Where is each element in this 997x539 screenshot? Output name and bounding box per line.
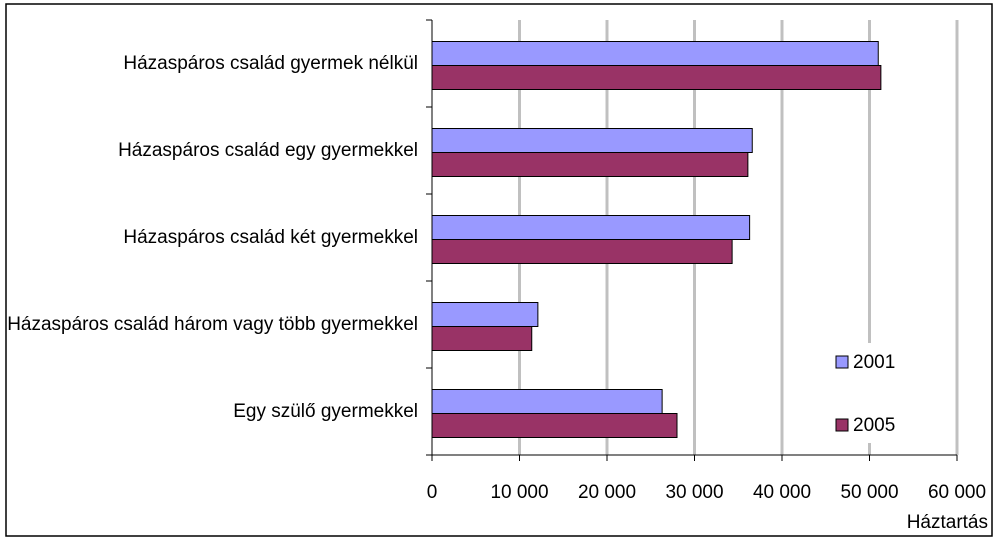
y-tick-label: Házaspáros család három vagy több gyerme… (7, 313, 418, 335)
bar (431, 239, 733, 264)
bar (431, 128, 753, 153)
bar (431, 152, 749, 177)
y-tick-label-box: Házaspáros család két gyermekkel (0, 194, 418, 281)
x-tick-label: 20 000 (578, 482, 636, 503)
y-tick-label-box: Egy szülő gyermekkel (0, 368, 418, 455)
bar (431, 389, 663, 414)
y-tick-label: Egy szülő gyermekkel (233, 400, 418, 422)
y-tick-label-box: Házaspáros család három vagy több gyerme… (0, 281, 418, 368)
x-tick-label: 50 000 (840, 482, 898, 503)
bar (431, 65, 882, 90)
y-tick-label: Házaspáros család egy gyermekkel (118, 139, 418, 161)
x-tick-label: 60 000 (928, 482, 986, 503)
y-tick-label: Házaspáros család gyermek nélkül (123, 52, 418, 74)
legend-swatch (835, 355, 849, 369)
bar (431, 326, 533, 351)
x-tick-label: 10 000 (490, 482, 548, 503)
x-tick-label: 30 000 (665, 482, 723, 503)
y-tick-label-box: Házaspáros család gyermek nélkül (0, 20, 418, 107)
x-axis-label: Háztartás (907, 512, 988, 533)
x-tick-label: 0 (427, 482, 438, 503)
y-tick-label: Házaspáros család két gyermekkel (123, 226, 418, 248)
bar (431, 413, 678, 438)
bar (431, 41, 879, 66)
bar (431, 302, 539, 327)
legend-swatch (835, 418, 849, 432)
x-tick-label: 40 000 (753, 482, 811, 503)
legend-label: 2001 (853, 352, 895, 373)
chart-border (5, 3, 993, 537)
y-tick-label-box: Házaspáros család egy gyermekkel (0, 107, 418, 194)
legend-label: 2005 (853, 415, 895, 436)
bar (431, 215, 751, 240)
